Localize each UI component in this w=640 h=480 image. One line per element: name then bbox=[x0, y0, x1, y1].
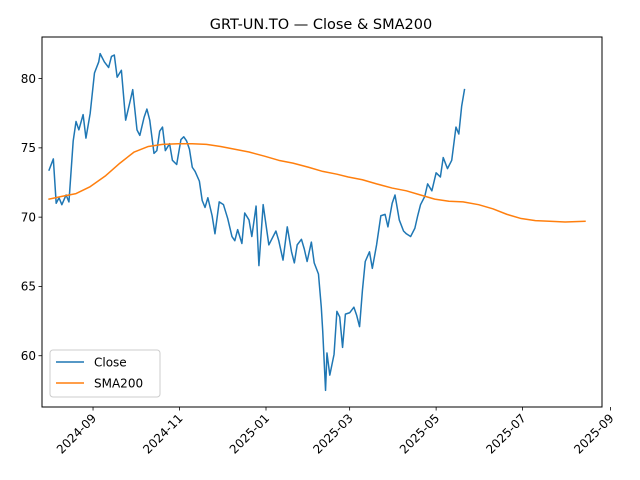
y-tick-label: 60 bbox=[21, 349, 36, 363]
legend-label-sma200: SMA200 bbox=[94, 376, 143, 390]
chart-title: GRT-UN.TO — Close & SMA200 bbox=[210, 17, 432, 33]
plot-frame bbox=[41, 36, 603, 408]
legend: Close SMA200 bbox=[49, 349, 161, 398]
y-axis: 60 65 70 75 80 bbox=[21, 72, 42, 363]
y-tick-label: 70 bbox=[21, 210, 36, 224]
series-line-close bbox=[48, 52, 466, 392]
series-line-sma200 bbox=[48, 142, 586, 223]
series-layer bbox=[48, 52, 586, 392]
legend-label-close: Close bbox=[94, 355, 127, 369]
y-tick-label: 75 bbox=[21, 141, 36, 155]
y-tick-label: 65 bbox=[21, 280, 36, 294]
y-tick-label: 80 bbox=[21, 72, 36, 86]
